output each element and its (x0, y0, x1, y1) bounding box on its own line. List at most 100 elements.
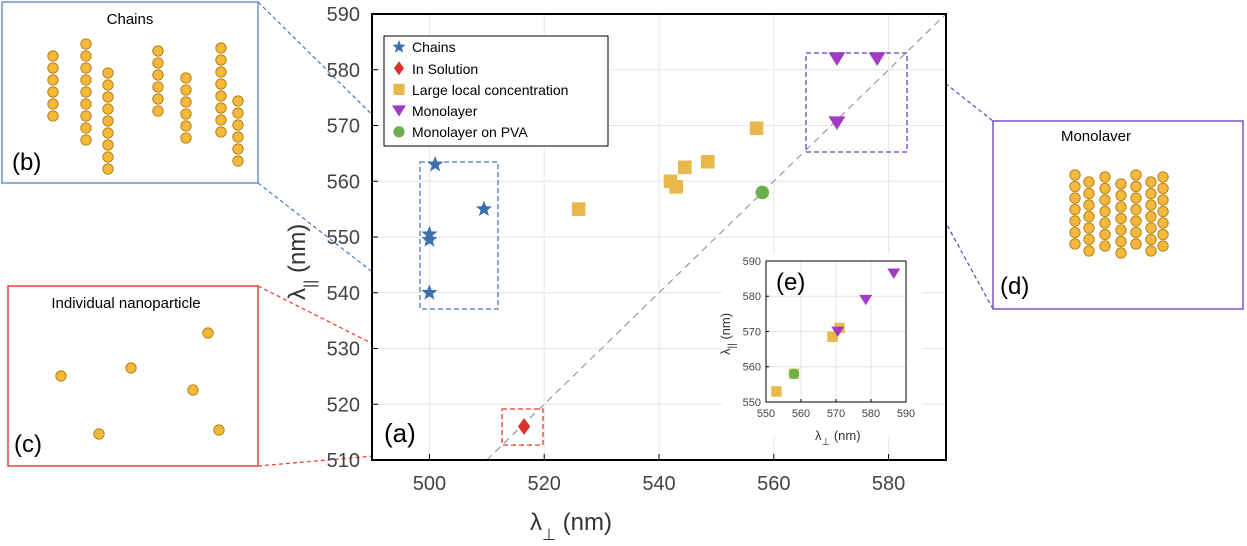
nanoparticle-icon (180, 96, 192, 108)
y-tick-label: 550 (327, 227, 360, 249)
nanoparticle-icon (47, 98, 59, 110)
nanoparticle-icon (152, 105, 164, 117)
point-square (771, 386, 782, 397)
nanoparticle-icon (215, 66, 227, 78)
nanoparticle-icon (1157, 171, 1169, 183)
nanoparticle-icon (180, 120, 192, 132)
point-triangle-down (828, 116, 846, 130)
x-tick-label: 580 (862, 408, 880, 420)
inset-background (722, 253, 922, 437)
inset-y-axis-unit: (nm) (718, 313, 733, 343)
nanoparticle-icon (1083, 199, 1095, 211)
x-tick-label: 560 (757, 473, 790, 495)
nanoparticle-icon (1083, 233, 1095, 246)
nanoparticle-icon (1130, 203, 1142, 216)
nanoparticle-icon (215, 102, 227, 114)
nanoparticle-icon (180, 108, 192, 120)
nanoparticle-icon (1145, 233, 1157, 246)
nanoparticle-icon (1083, 222, 1095, 234)
point-square (700, 154, 715, 169)
x-tick-label: 540 (642, 473, 675, 495)
main-y-axis-unit: (nm) (284, 224, 311, 280)
main-ticks: 500 520 540 560 580 510 520 530 540 550 560 570 580 5… (327, 4, 906, 495)
point-circle (755, 185, 770, 200)
chains-panel-box (1, 1, 259, 184)
nanoparticle-icon (102, 139, 114, 151)
main-y-axis-symbol: λ (284, 288, 311, 300)
nanoparticle-icon (1099, 182, 1111, 195)
monolayer-highlight-box (805, 52, 908, 153)
nanoparticle-icon (1145, 222, 1157, 234)
nanoparticle-icon (232, 107, 244, 119)
nanoparticle-icon (102, 115, 114, 127)
legend-label-pva: Monolayer on PVA (412, 124, 528, 140)
point-star (421, 231, 438, 247)
nanoparticle-icon (102, 79, 114, 91)
main-y-axis-subscript: || (302, 280, 319, 288)
y-tick-label: 560 (743, 362, 761, 374)
legend-label-monolayer: Monolayer (412, 103, 478, 119)
y-tick-label: 590 (327, 4, 360, 26)
point-triangle-down (868, 52, 886, 66)
inset-x-axis-label: λ⊥ (nm) (815, 428, 861, 448)
nanoparticle-icon (1115, 235, 1127, 248)
individual-panel: Individual nanoparticle (c) (7, 285, 259, 467)
individual-panel-title: Individual nanoparticle (51, 295, 200, 312)
nanoparticle-icon (1083, 176, 1095, 188)
nanoparticle-icon (1099, 240, 1111, 252)
nanoparticle-icon (213, 424, 225, 436)
legend-label-chains: Chains (412, 39, 456, 55)
nanoparticle-icon (80, 74, 92, 86)
main-x-axis-subscript: ⊥ (542, 527, 556, 544)
x-tick-label: 570 (827, 408, 845, 420)
nanoparticle-icon (1115, 212, 1127, 225)
point-diamond (517, 418, 531, 436)
nanoparticle-icon (1115, 201, 1127, 213)
nanoparticle-icon (152, 81, 164, 93)
nanoparticle-icon (1157, 205, 1169, 218)
nanoparticle-icon (180, 132, 192, 144)
nanoparticle-icon (80, 86, 92, 98)
y-tick-label: 560 (327, 171, 360, 193)
panel-label-a: (a) (384, 418, 416, 448)
y-tick-label: 520 (327, 394, 360, 416)
y-tick-label: 590 (743, 256, 761, 268)
legend-marker-circle (393, 126, 405, 138)
nanoparticle-icon (232, 131, 244, 143)
nanoparticle-icon (125, 362, 137, 374)
nanoparticle-icon (55, 370, 67, 382)
monolayer-connector-top (906, 52, 994, 122)
nanoparticle-icon (215, 42, 227, 54)
inset-x-axis-subscript: ⊥ (822, 437, 831, 448)
nanoparticle-icon (180, 84, 192, 96)
nanoparticle-icon (1069, 215, 1081, 227)
point-square (669, 180, 684, 194)
panel-label-b: (b) (12, 149, 41, 176)
point-star (421, 284, 438, 300)
nanoparticle-icon (180, 72, 192, 84)
nanoparticle-icon (215, 90, 227, 102)
y-tick-label: 580 (327, 60, 360, 82)
nanoparticle-icon (1130, 215, 1142, 227)
nanoparticle-icon (1157, 217, 1169, 229)
nanoparticle-icon (47, 62, 59, 74)
nanoparticle-icon (1069, 180, 1081, 193)
legend-label-large: Large local concentration (412, 82, 568, 98)
nanoparticle-icon (80, 134, 92, 146)
nanoparticle-icon (215, 126, 227, 138)
nanoparticle-icon (1069, 238, 1081, 250)
nanoparticle-icon (80, 122, 92, 134)
chains-panel: Chains (b) (1, 1, 259, 184)
point-star (427, 156, 444, 172)
nanoparticle-icon (1115, 189, 1127, 202)
nanoparticle-icon (1130, 226, 1142, 239)
nanoparticle-icon (1099, 217, 1111, 229)
x-tick-label: 550 (757, 408, 775, 420)
y-tick-label: 510 (327, 450, 360, 472)
diagonal-reference-line (486, 13, 947, 461)
x-tick-label: 580 (872, 473, 905, 495)
legend-marker-diamond (393, 61, 405, 76)
individual-particles (55, 327, 225, 440)
point-triangle-down (831, 326, 845, 338)
point-triangle-down (828, 52, 846, 66)
